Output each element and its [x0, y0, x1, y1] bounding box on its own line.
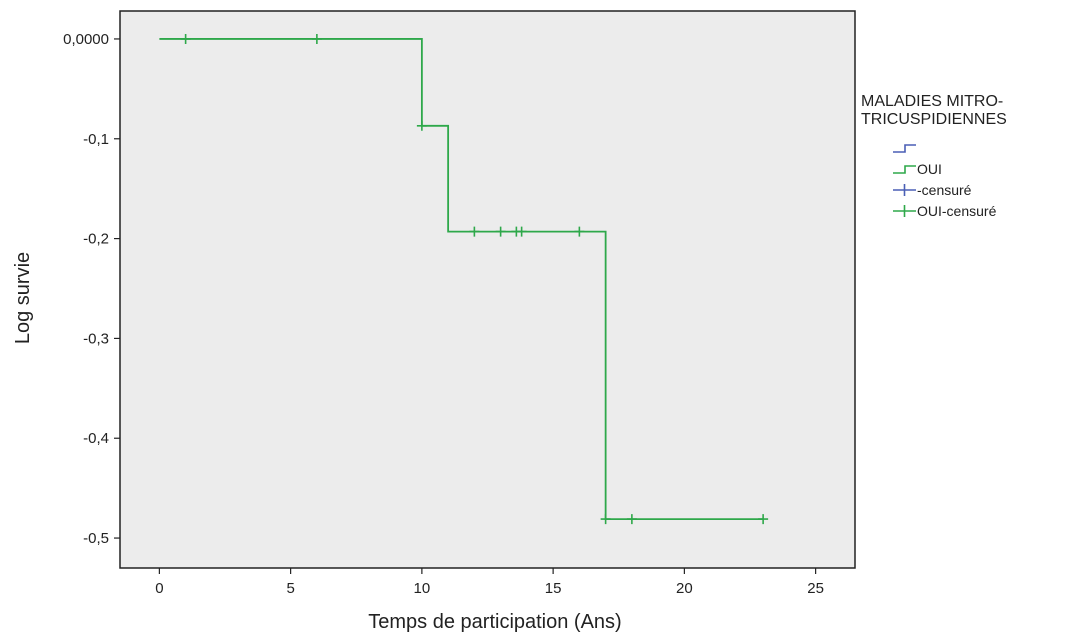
x-tick-label: 0: [155, 580, 163, 597]
legend-title-line-1: MALADIES MITRO-: [861, 93, 1003, 110]
y-tick-label: -0,2: [83, 231, 109, 248]
y-tick-label: 0,0000: [63, 31, 109, 48]
legend-label: OUI-censuré: [917, 203, 997, 219]
legend-label: -censuré: [917, 182, 972, 198]
x-axis: 0 5 10 15 20 25: [155, 568, 824, 597]
series-layer: [159, 33, 769, 525]
legend: MALADIES MITRO- TRICUSPIDIENNES OUI-cens…: [861, 93, 1007, 219]
censor-mark: [600, 514, 611, 525]
x-tick-label: 10: [414, 580, 431, 597]
censor-mark: [180, 33, 191, 44]
series-line-oui: [159, 38, 764, 520]
legend-step-symbol: [893, 144, 916, 153]
x-tick-label: 5: [286, 580, 294, 597]
y-tick-label: -0,1: [83, 131, 109, 148]
x-tick-label: 20: [676, 580, 693, 597]
censor-mark: [495, 226, 506, 237]
legend-title-line-2: TRICUSPIDIENNES: [861, 111, 1007, 128]
censor-mark: [416, 120, 427, 131]
censor-mark: [469, 226, 480, 237]
x-tick-label: 15: [545, 580, 562, 597]
censor-mark: [758, 514, 769, 525]
y-tick-label: -0,4: [83, 430, 109, 447]
censor-mark: [311, 33, 322, 44]
y-axis-title: Log survie: [12, 252, 34, 344]
censor-mark: [574, 226, 585, 237]
y-axis: 0,0000 -0,1 -0,2 -0,3 -0,4 -0,5: [63, 31, 120, 547]
y-tick-label: -0,5: [83, 530, 109, 547]
y-tick-label: -0,3: [83, 330, 109, 347]
plot-area: [119, 10, 856, 569]
x-tick-label: 25: [807, 580, 824, 597]
legend-cross-symbol: [893, 184, 916, 196]
censor-mark: [516, 226, 527, 237]
legend-step-symbol: [893, 165, 916, 174]
censor-mark: [626, 514, 637, 525]
legend-label: OUI: [917, 161, 942, 177]
legend-cross-symbol: [893, 205, 916, 217]
x-axis-title: Temps de participation (Ans): [368, 611, 621, 633]
